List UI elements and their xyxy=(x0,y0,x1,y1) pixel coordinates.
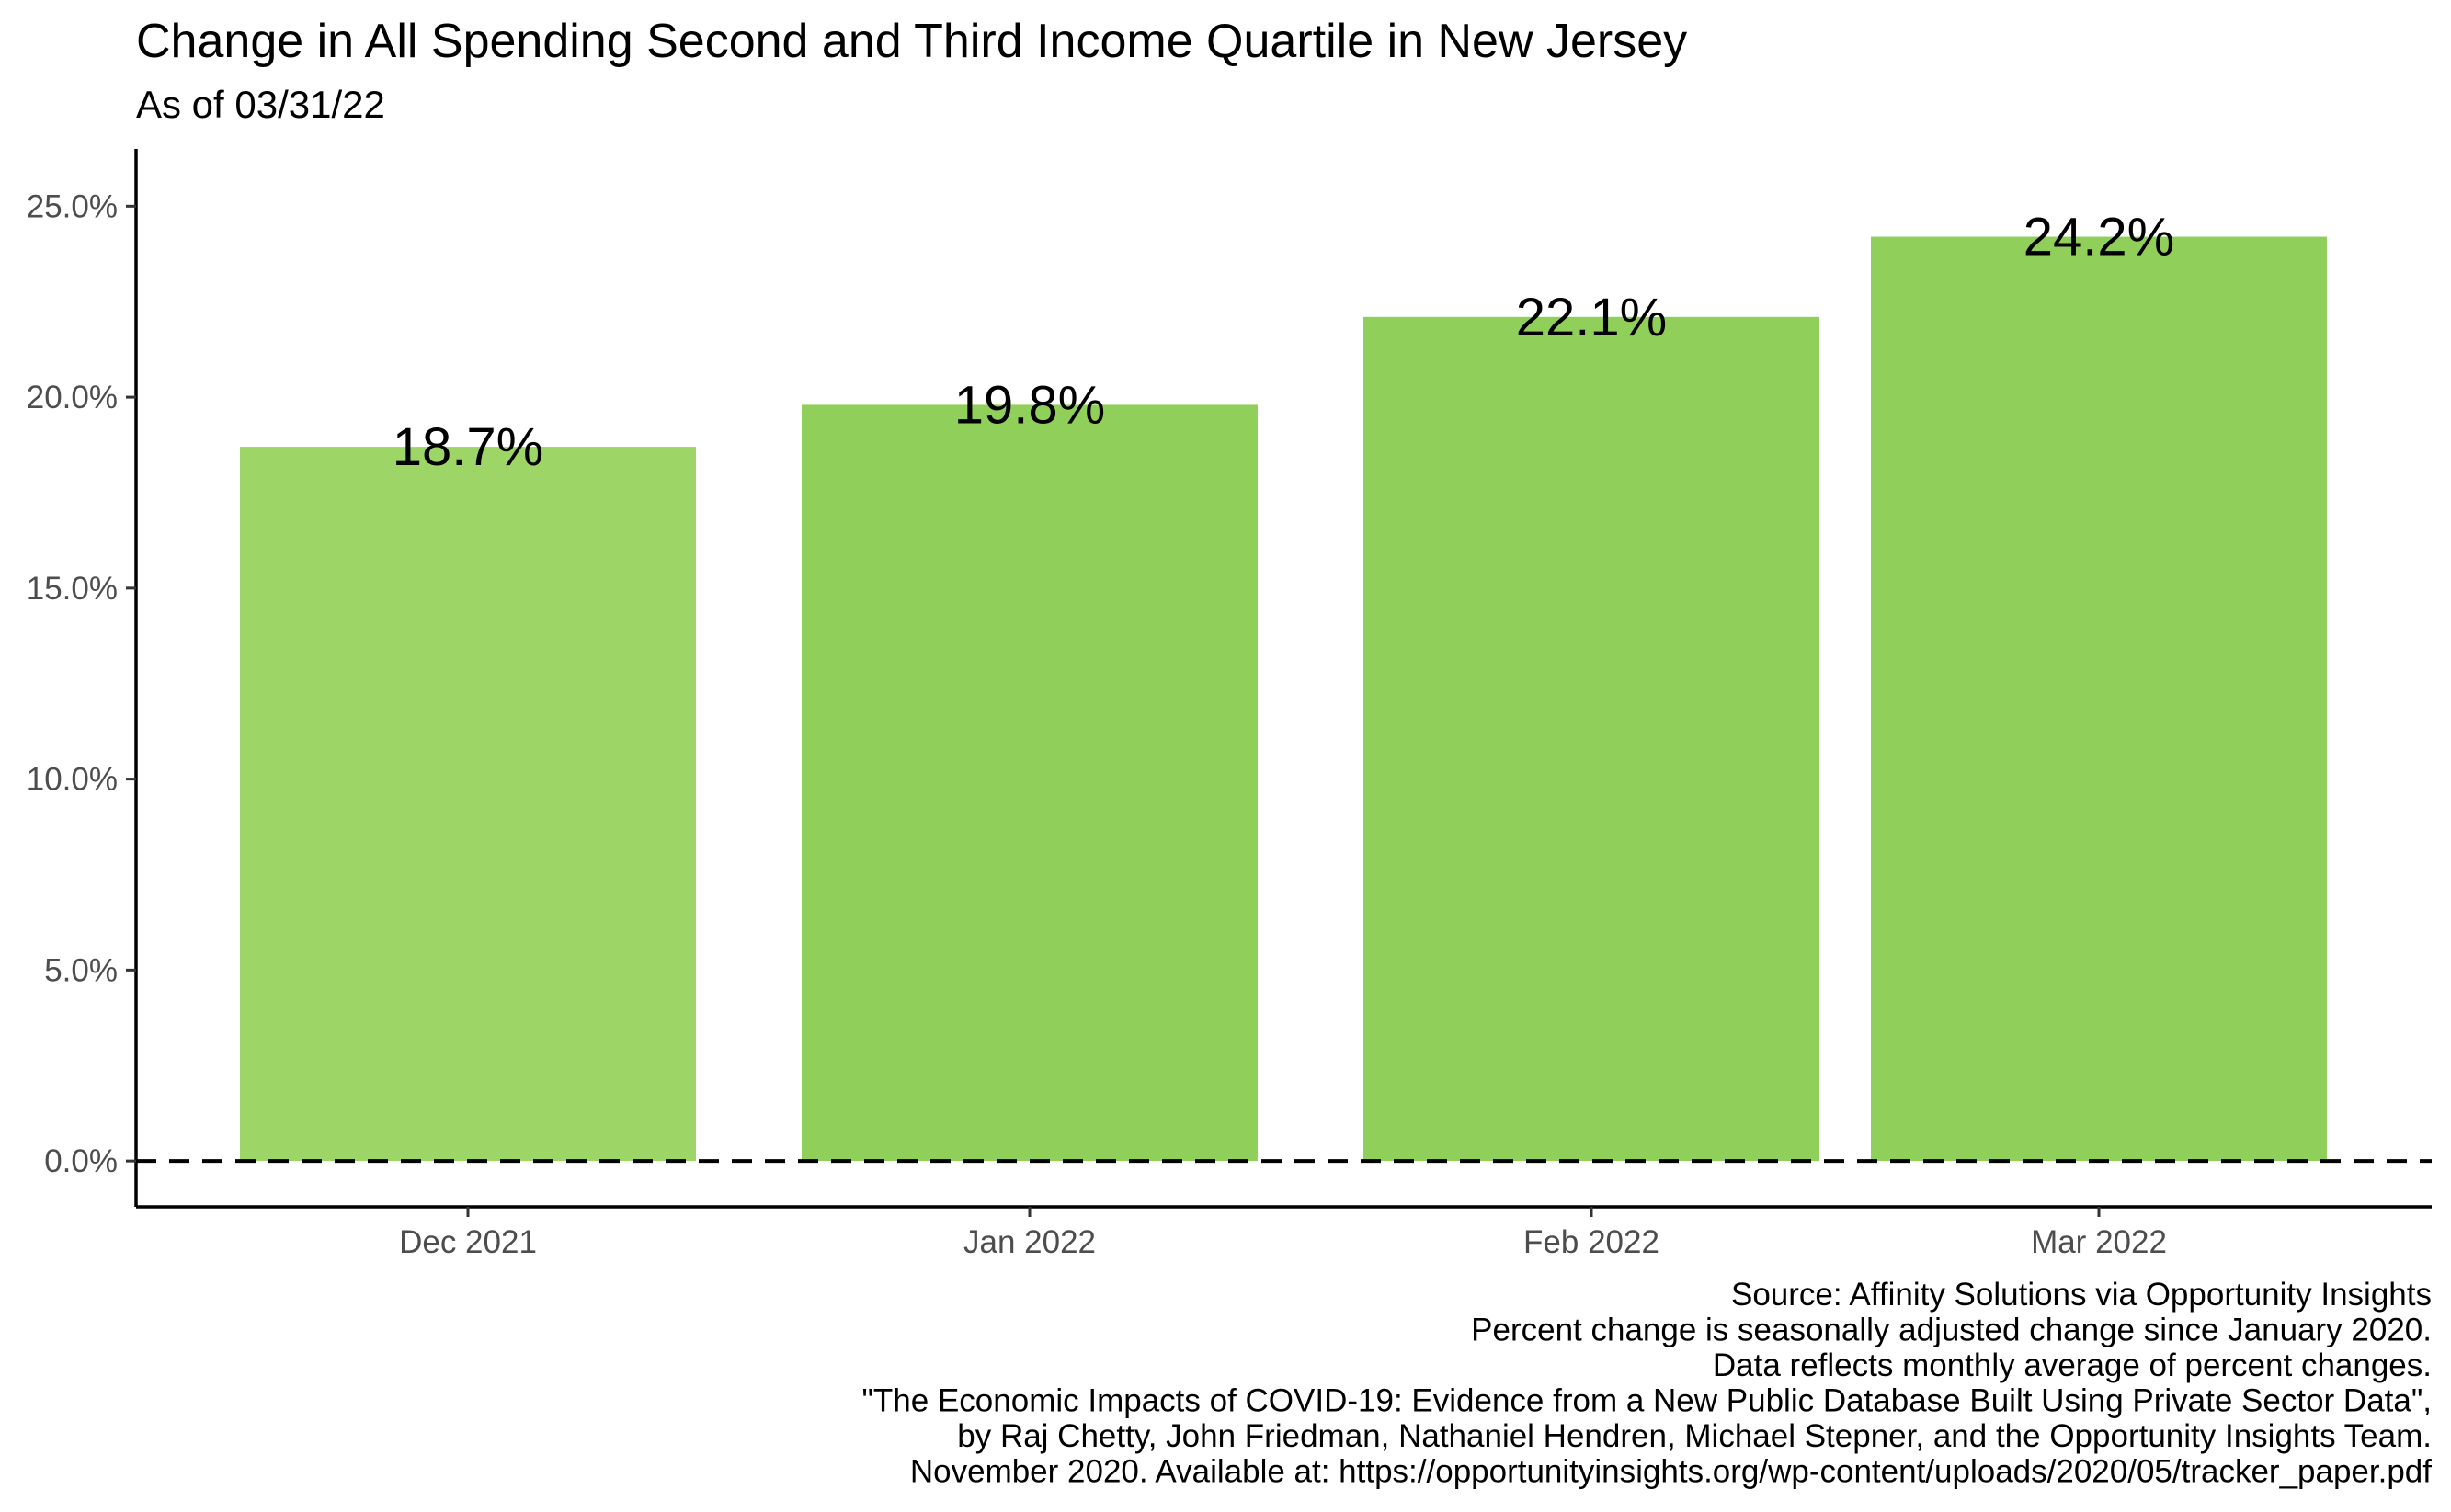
caption-line: November 2020. Available at: https://opp… xyxy=(910,1454,2432,1490)
caption-line: "The Economic Impacts of COVID-19: Evide… xyxy=(862,1383,2433,1419)
caption-line: Data reflects monthly average of percent… xyxy=(1713,1347,2432,1383)
bar-mar-2022 xyxy=(1871,236,2327,1162)
bar-dec-2021 xyxy=(240,447,696,1162)
y-tick-label: 20.0% xyxy=(27,380,118,415)
source-caption: Source: Affinity Solutions via Opportuni… xyxy=(862,1277,2433,1490)
y-tick-label: 25.0% xyxy=(27,188,118,224)
data-labels-layer: 18.7% 19.8% 22.1% 24.2% xyxy=(393,208,2174,478)
x-tick-label: Jan 2022 xyxy=(963,1224,1096,1260)
x-axis: Dec 2021 Jan 2022 Feb 2022 Mar 2022 xyxy=(136,1205,2432,1260)
data-label: 22.1% xyxy=(1516,288,1667,347)
bar-feb-2022 xyxy=(1363,316,1819,1162)
data-label: 18.7% xyxy=(393,417,543,477)
chart-subtitle: As of 03/31/22 xyxy=(136,83,385,126)
x-tick-label: Mar 2022 xyxy=(2031,1224,2167,1260)
data-label: 24.2% xyxy=(2024,208,2174,267)
bar-jan-2022 xyxy=(802,404,1258,1162)
y-tick-label: 5.0% xyxy=(44,952,118,988)
x-tick-label: Feb 2022 xyxy=(1523,1224,1659,1260)
y-tick-label: 15.0% xyxy=(27,571,118,607)
y-tick-label: 10.0% xyxy=(27,762,118,798)
chart-title: Change in All Spending Second and Third … xyxy=(136,15,1687,68)
caption-line: Source: Affinity Solutions via Opportuni… xyxy=(1731,1277,2432,1313)
data-label: 19.8% xyxy=(954,375,1105,435)
caption-line: by Raj Chetty, John Friedman, Nathaniel … xyxy=(957,1418,2432,1454)
caption-line: Percent change is seasonally adjusted ch… xyxy=(1471,1313,2432,1348)
y-axis: 0.0% 5.0% 10.0% 15.0% 20.0% 25.0% xyxy=(27,149,138,1207)
x-tick-label: Dec 2021 xyxy=(399,1224,537,1260)
bars-layer xyxy=(240,236,2327,1162)
y-tick-label: 0.0% xyxy=(44,1143,118,1179)
